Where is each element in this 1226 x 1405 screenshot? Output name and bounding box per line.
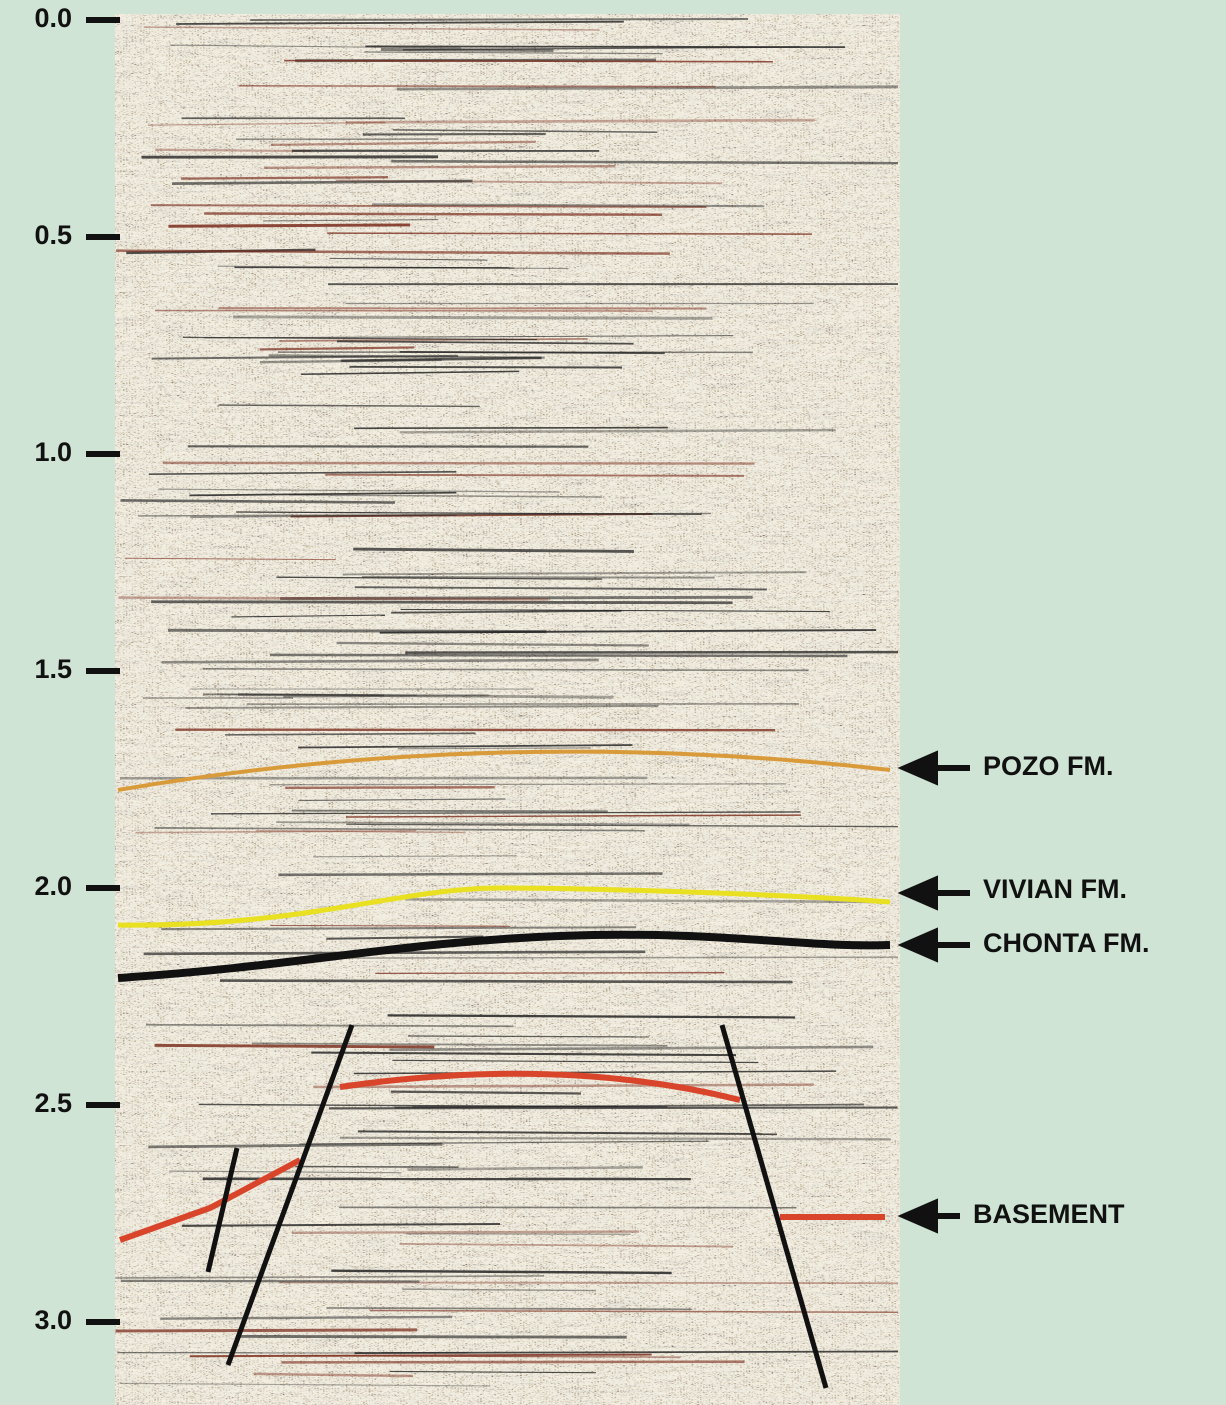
reflector [375,973,724,974]
reflector [163,463,755,464]
reflector [220,981,793,982]
reflector [327,233,812,234]
reflector [155,150,311,151]
tick-label: 2.5 [34,1088,72,1118]
reflector [168,225,410,226]
reflector [365,46,845,47]
reflector [264,166,615,168]
reflector [349,367,622,368]
reflector [239,86,716,87]
reflector [292,811,608,812]
reflector [398,748,591,749]
reflector [325,475,744,476]
annotation: POZO FM. [983,751,1114,781]
reflector [121,1281,420,1282]
tick-label: 0.5 [34,220,72,250]
tick-label: 2.0 [34,871,72,901]
reflector [295,1167,458,1168]
reflector [270,655,848,656]
reflector [250,19,748,20]
tick-label: 1.5 [34,654,72,684]
reflector [116,1330,418,1331]
reflector [354,428,668,429]
reflector [155,310,652,311]
seismic-figure: 0.0 0.5 1.0 1.5 2.0 2.5 3.0 POZO FM. VIVIAN FM… [0,0,1226,1405]
reflector [332,957,898,958]
reflector [285,787,494,788]
reflector [168,630,546,631]
reflector [155,1045,435,1047]
tick-label: 3.0 [34,1305,72,1335]
reflector [381,49,554,50]
tick-label: 0.0 [34,3,72,33]
reflector [234,267,514,268]
reflector [281,1362,744,1363]
reflector [236,1336,627,1337]
reflector [278,873,662,874]
tick-label: 1.0 [34,437,72,467]
annotation: BASEMENT [973,1199,1125,1229]
reflector [175,730,775,731]
reflector [203,694,384,695]
reflector [405,652,898,653]
reflector [340,1138,891,1139]
annotation: CHONTA FM. [983,928,1149,958]
annotation: VIVIAN FM. [983,874,1127,904]
reflector [233,317,712,318]
reflector [151,602,733,603]
reflector [292,1232,639,1233]
reflector [181,177,388,178]
reflector [204,213,662,214]
seismic-section [115,14,900,1405]
